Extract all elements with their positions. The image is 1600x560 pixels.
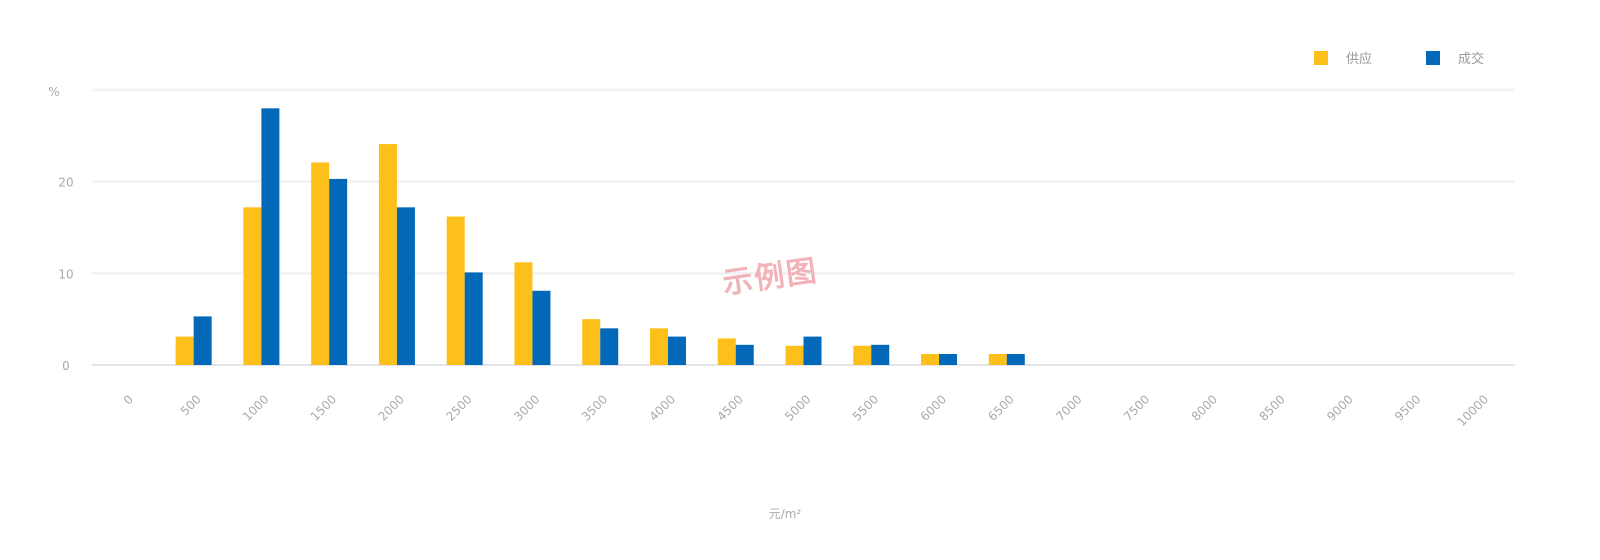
bar-deal [871,344,890,365]
x-tick-label: 10000 [1454,392,1491,429]
legend-swatch [1314,51,1328,65]
bar-supply [514,262,533,365]
x-tick-label: 6000 [918,392,949,423]
x-tick-label: 3500 [579,392,610,423]
x-tick-label: 2000 [376,392,407,423]
x-axis-title: 元/m² [769,507,802,521]
bar-deal [464,272,483,365]
bar-deal [803,336,822,365]
y-tick-label: 0 [62,359,70,373]
legend-label: 供应 [1346,51,1372,67]
bar-deal [396,207,415,365]
x-tick-label: 5000 [782,392,813,423]
bar-supply [378,144,397,365]
bar-supply [582,319,601,365]
bar-supply [717,338,736,365]
x-tick-label: 3000 [511,392,542,423]
x-tick-label: 5500 [850,392,881,423]
x-tick-label: 8000 [1189,392,1220,423]
bar-supply [311,162,330,365]
x-tick-label: 8500 [1256,392,1287,423]
bar-supply [446,216,465,365]
x-tick-label: 7500 [1121,392,1152,423]
bar-deal [1006,354,1025,365]
x-tick-label: 0 [121,392,136,407]
x-tick-label: 9000 [1324,392,1355,423]
bar-supply [853,345,872,365]
bar-supply [243,207,262,365]
bar-deal [600,328,619,365]
x-tick-label: 6500 [985,392,1016,423]
bar-deal [532,290,551,365]
x-tick-label: 500 [178,392,204,418]
bar-deal [667,336,686,365]
legend-swatch [1426,51,1440,65]
x-tick-label: 1500 [308,392,339,423]
bar-deal [939,354,958,365]
bar-supply [175,336,194,365]
y-unit-label: % [48,85,59,99]
y-tick-label: 20 [58,176,73,190]
bar-deal [193,316,212,365]
x-tick-label: 2500 [443,392,474,423]
bar-supply [785,345,804,365]
x-tick-label: 4500 [714,392,745,423]
x-tick-label: 1000 [240,392,271,423]
x-tick-label: 9500 [1392,392,1423,423]
y-tick-label: 10 [58,267,73,281]
bar-supply [988,354,1007,365]
bar-deal [735,344,754,365]
bar-deal [329,178,348,365]
x-tick-label: 4000 [647,392,678,423]
bar-deal [261,108,280,365]
legend-label: 成交 [1458,51,1484,67]
x-tick-label: 7000 [1053,392,1084,423]
bar-supply [649,328,668,365]
bar-supply [921,354,940,365]
